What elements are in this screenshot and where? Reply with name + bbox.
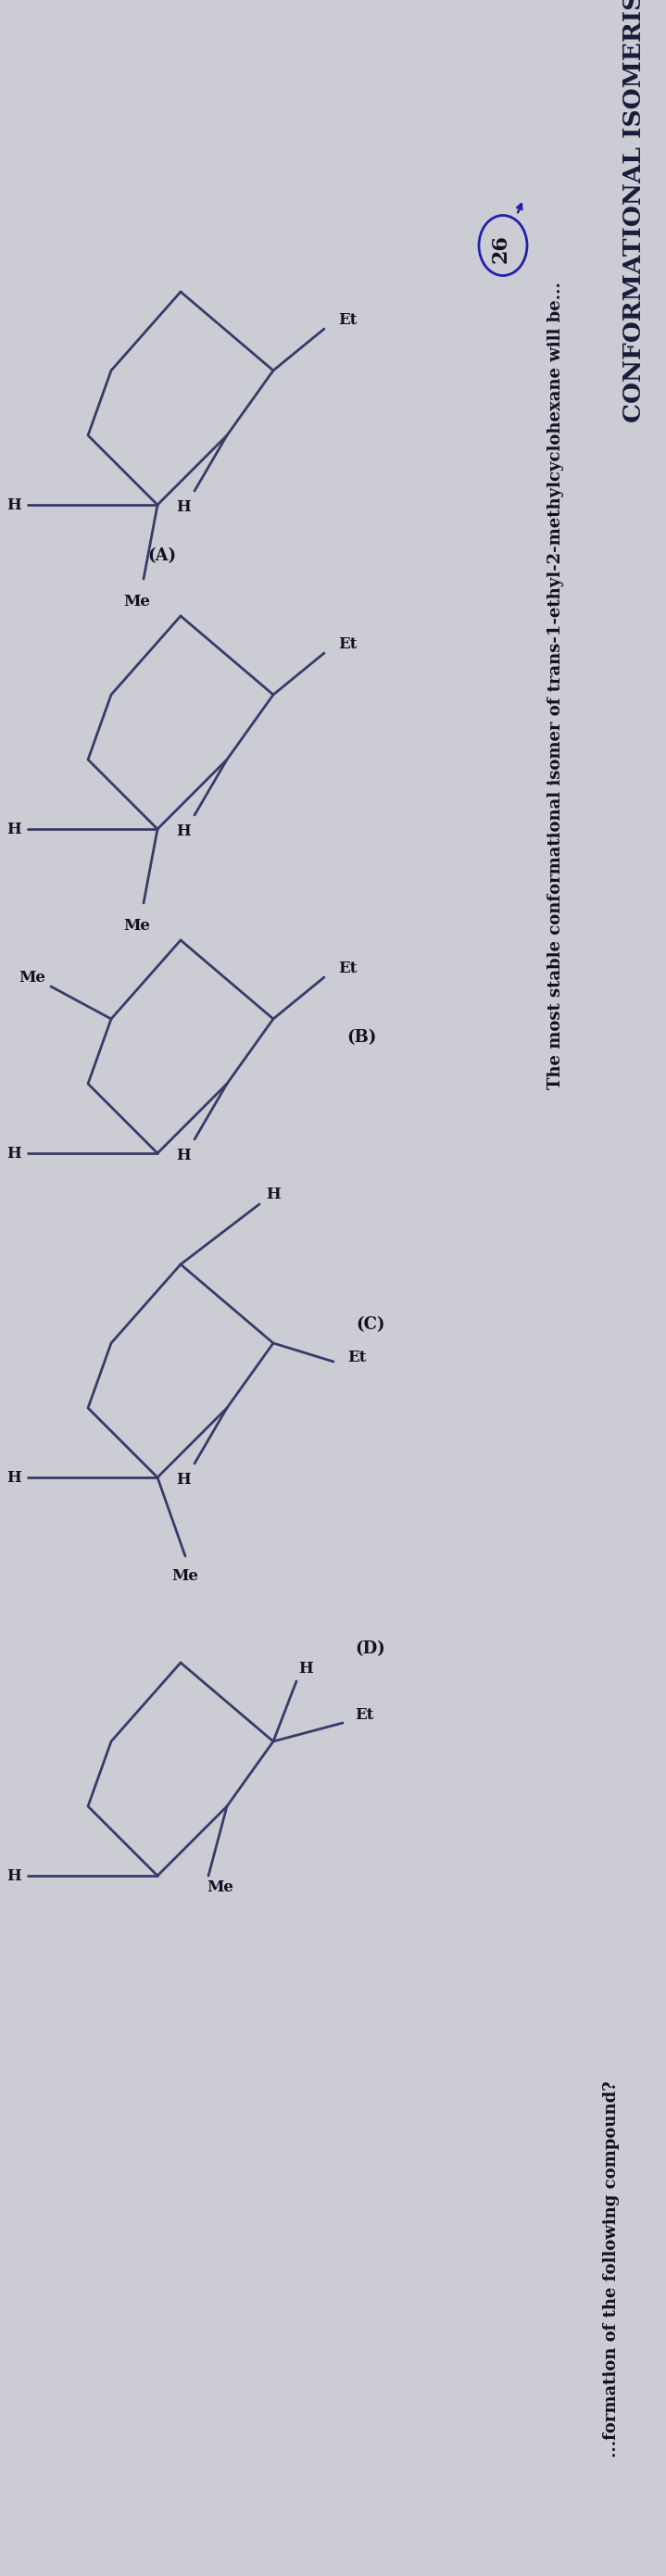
Text: H: H — [266, 1188, 280, 1203]
Text: Me: Me — [124, 920, 151, 935]
Text: Et: Et — [347, 1350, 366, 1365]
Text: Me: Me — [19, 969, 46, 984]
Text: (A): (A) — [148, 549, 176, 564]
Text: Me: Me — [172, 1569, 198, 1584]
Text: The most stable conformational isomer of trans-1-ethyl-2-methylcyclohexane will : The most stable conformational isomer of… — [547, 281, 564, 1090]
Text: Me: Me — [207, 1880, 234, 1896]
Text: CONFORMATIONAL ISOMERISM :: CONFORMATIONAL ISOMERISM : — [623, 0, 646, 422]
Text: (D): (D) — [356, 1641, 386, 1656]
Text: H: H — [176, 824, 190, 840]
Text: H: H — [298, 1662, 313, 1677]
Text: ...formation of the following compound?: ...formation of the following compound? — [603, 2081, 619, 2458]
Text: Et: Et — [338, 312, 357, 327]
Text: H: H — [176, 1473, 190, 1489]
Text: H: H — [176, 500, 190, 515]
Text: H: H — [7, 1868, 21, 1883]
Text: H: H — [7, 497, 21, 513]
Text: H: H — [7, 822, 21, 837]
Text: Et: Et — [338, 961, 357, 976]
Text: Me: Me — [124, 595, 151, 611]
Text: 26: 26 — [490, 234, 510, 263]
Text: (B): (B) — [346, 1028, 376, 1046]
Text: Et: Et — [354, 1708, 374, 1723]
Text: H: H — [7, 1146, 21, 1162]
Text: H: H — [176, 1149, 190, 1164]
Text: Et: Et — [338, 636, 357, 652]
Text: (C): (C) — [356, 1316, 385, 1332]
Text: H: H — [7, 1468, 21, 1486]
